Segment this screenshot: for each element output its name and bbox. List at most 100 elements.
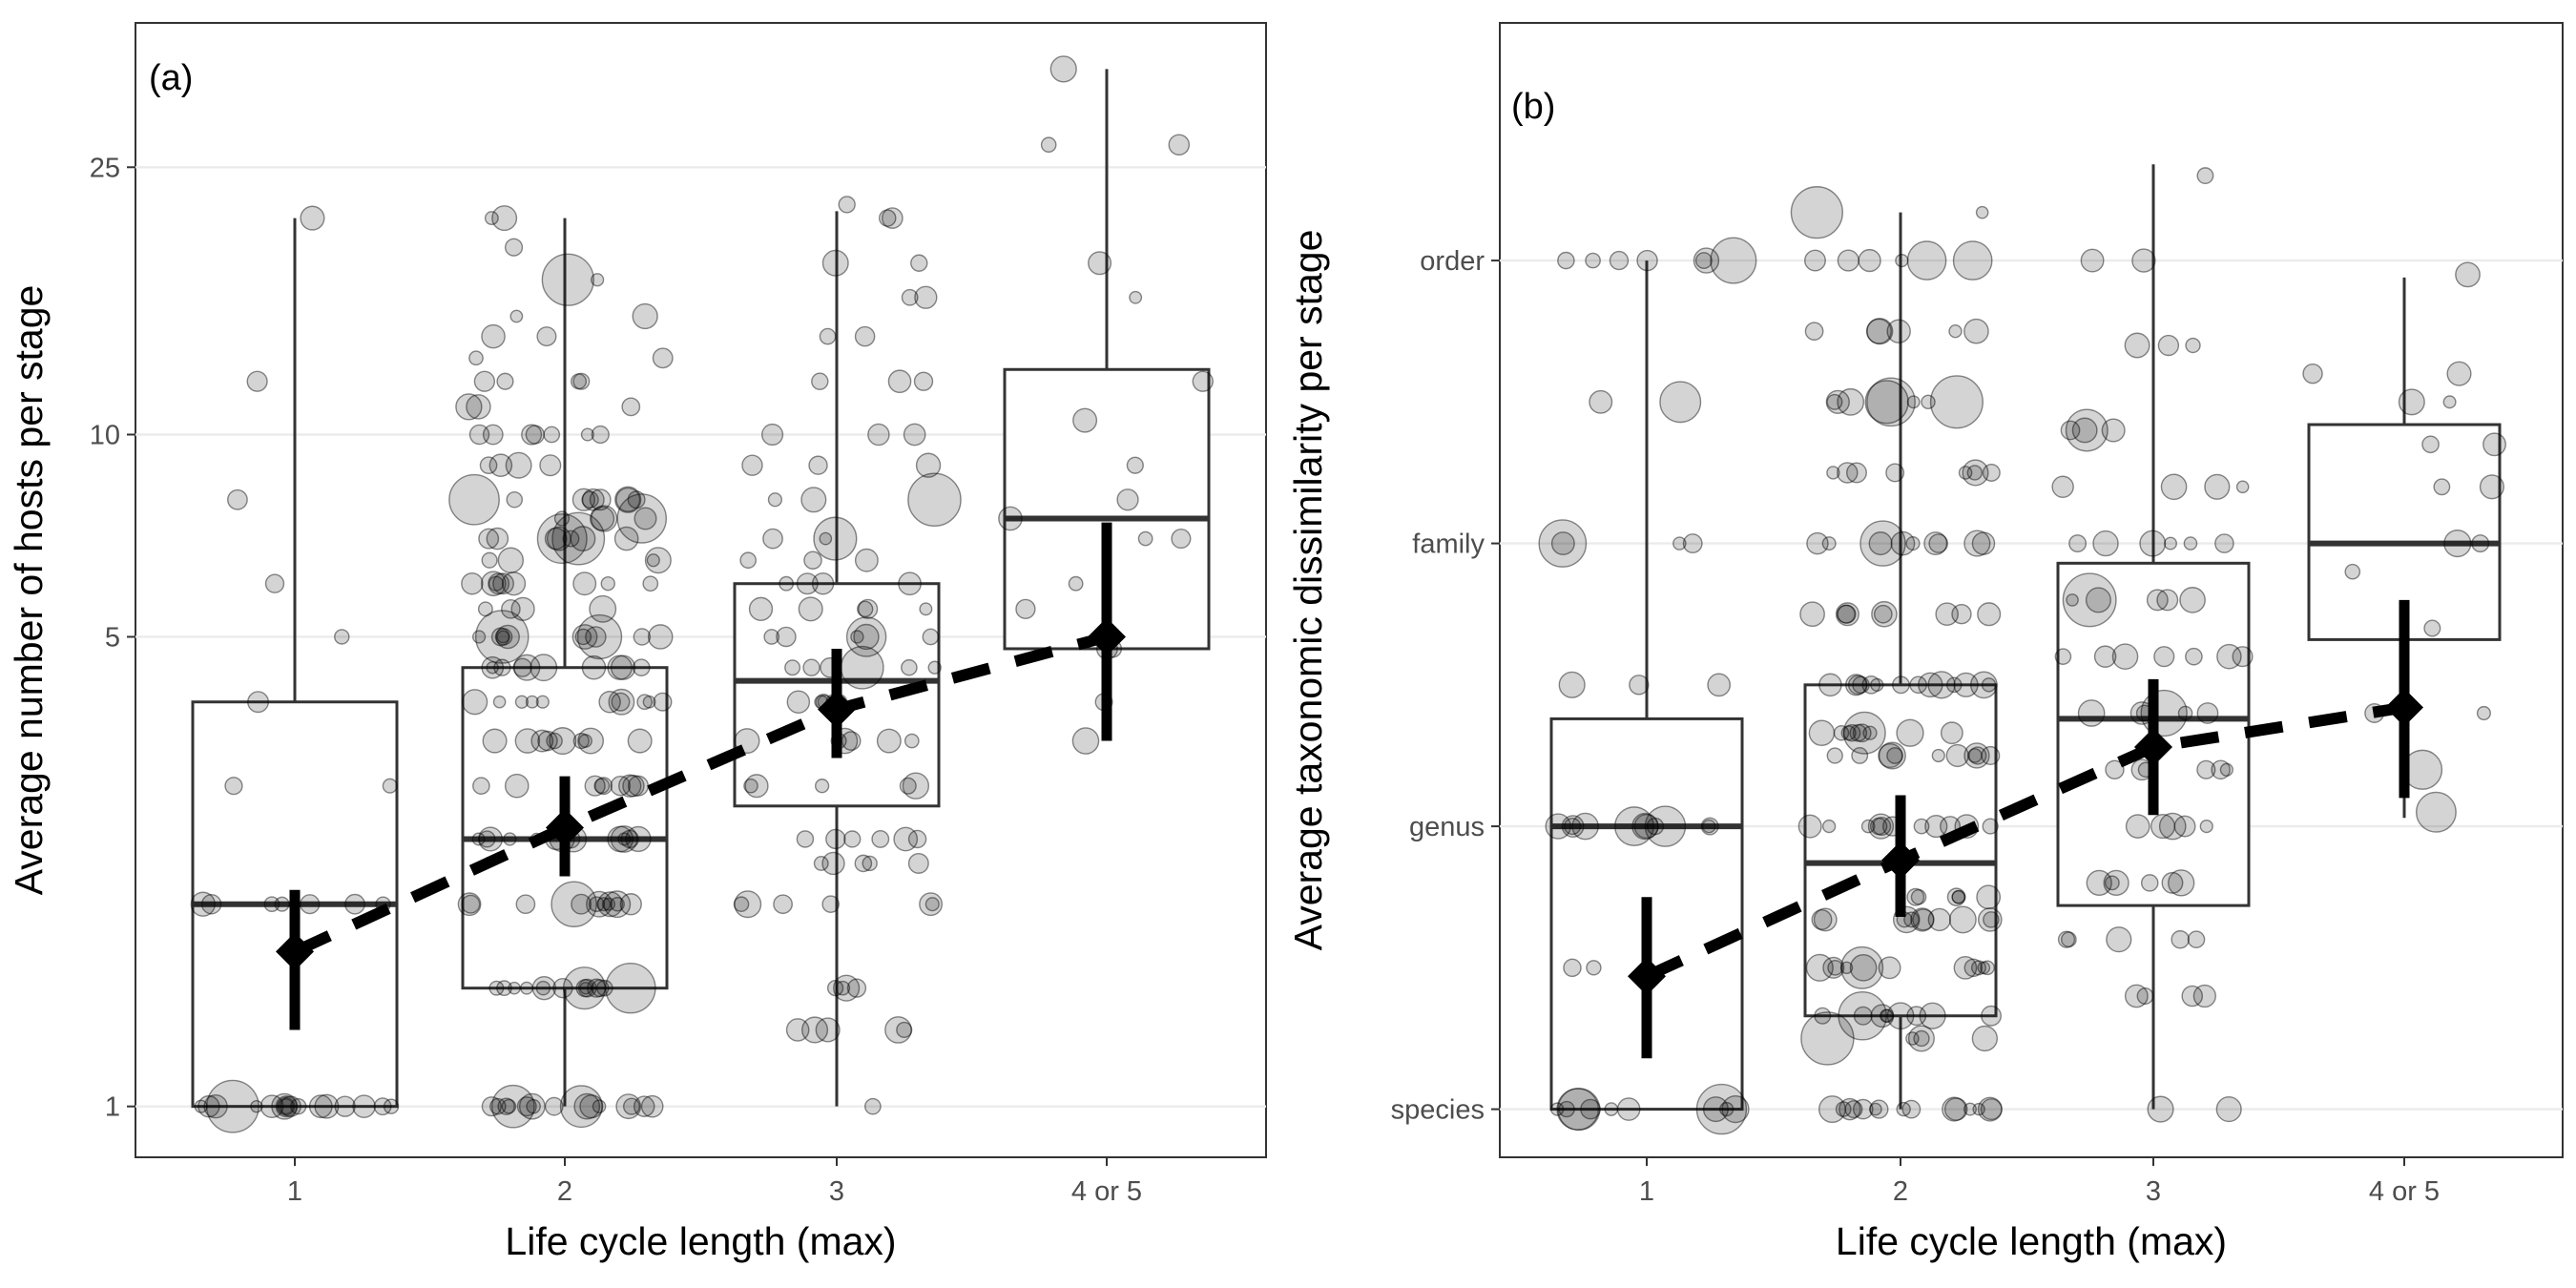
data-point [1564,817,1582,836]
data-point [2105,759,2125,779]
data-point [2471,534,2490,553]
data-point [1864,380,1909,425]
data-point [1659,381,1702,424]
data-point [1695,1083,1748,1135]
data-point [585,626,607,648]
data-point [2443,529,2472,558]
data-point [1557,1088,1601,1132]
data-point [1015,598,1036,619]
data-point [1967,748,1983,763]
data-point [536,513,588,565]
data-point [484,211,499,226]
data-point [488,1097,507,1115]
data-point [1948,905,1977,934]
data-point [481,655,505,679]
data-point [471,832,486,846]
data-point [1858,248,1881,273]
data-point [246,370,268,392]
data-point [1931,748,1945,763]
data-point [1813,907,1838,932]
trend-line [1644,701,2405,982]
data-point [501,571,527,596]
x-tick-label: 1 [1639,1176,1654,1207]
data-point [263,896,280,913]
data-point [841,731,862,751]
data-point [854,548,879,572]
data-point [513,654,541,681]
data-point [733,896,750,912]
x-tick-label: 4 or 5 [2369,1176,2440,1207]
data-point [598,690,621,714]
data-point [1951,889,1966,904]
data-point [919,602,933,616]
estimate-marker [276,932,314,971]
data-point [1972,1102,1985,1116]
data-point [1971,1025,1999,1052]
data-point [1563,958,1582,978]
data-point [1538,519,1588,568]
data-point [462,689,488,716]
chart-panel-b: species genus family order 1 2 3 4 or 5 Life cyc… [1286,22,2564,1263]
data-point [510,596,535,621]
data-point [2183,536,2198,551]
data-point [496,630,510,644]
data-point [625,825,652,853]
data-point [1604,1102,1619,1116]
data-point [572,732,590,750]
data-point [1982,818,1999,835]
data-point [250,1099,263,1113]
estimate-marker [1088,617,1126,656]
data-point [290,1098,307,1115]
data-point [490,627,510,647]
data-point [1906,240,1947,280]
data-point [2140,689,2188,737]
data-point [622,774,645,798]
data-point [276,1096,296,1116]
data-point [814,779,830,794]
data-point [2185,337,2201,354]
data-point [479,456,498,475]
data-point [504,238,524,257]
data-point [478,830,496,848]
data-point [1953,955,1978,980]
data-point [1838,990,1887,1041]
trend-line [292,631,1109,957]
data-point [334,629,350,645]
data-point [2168,869,2195,897]
data-point [1629,675,1650,696]
data-point [854,325,876,347]
data-point [509,309,524,323]
data-point [1071,727,1100,755]
data-point [1827,959,1843,976]
data-point [2131,248,2156,273]
data-point [902,772,930,800]
data-point [300,205,325,231]
data-point [1945,743,1969,768]
data-point [881,207,904,229]
data-point [2192,984,2216,1008]
data-point [1609,250,1630,271]
data-point [2153,646,2175,668]
data-point [621,397,641,417]
data-point [579,1094,604,1119]
data-point [314,1093,340,1119]
x-axis-title: Life cycle length (max) [505,1219,896,1263]
data-point [596,897,612,912]
data-point [796,572,819,595]
data-point [1804,322,1824,342]
data-point [776,626,797,648]
data-point [461,572,484,595]
data-point [520,981,534,995]
data-point [1971,531,1996,555]
data-point [2179,587,2206,613]
data-point [887,369,912,394]
data-point [646,553,660,568]
data-point [344,893,365,915]
data-point [1556,1088,1600,1131]
data-point [1072,407,1098,433]
data-point [2051,475,2074,498]
data-point [194,1099,208,1113]
data-point [1886,319,1911,343]
data-point [551,881,597,927]
data-point [2147,1095,2174,1123]
